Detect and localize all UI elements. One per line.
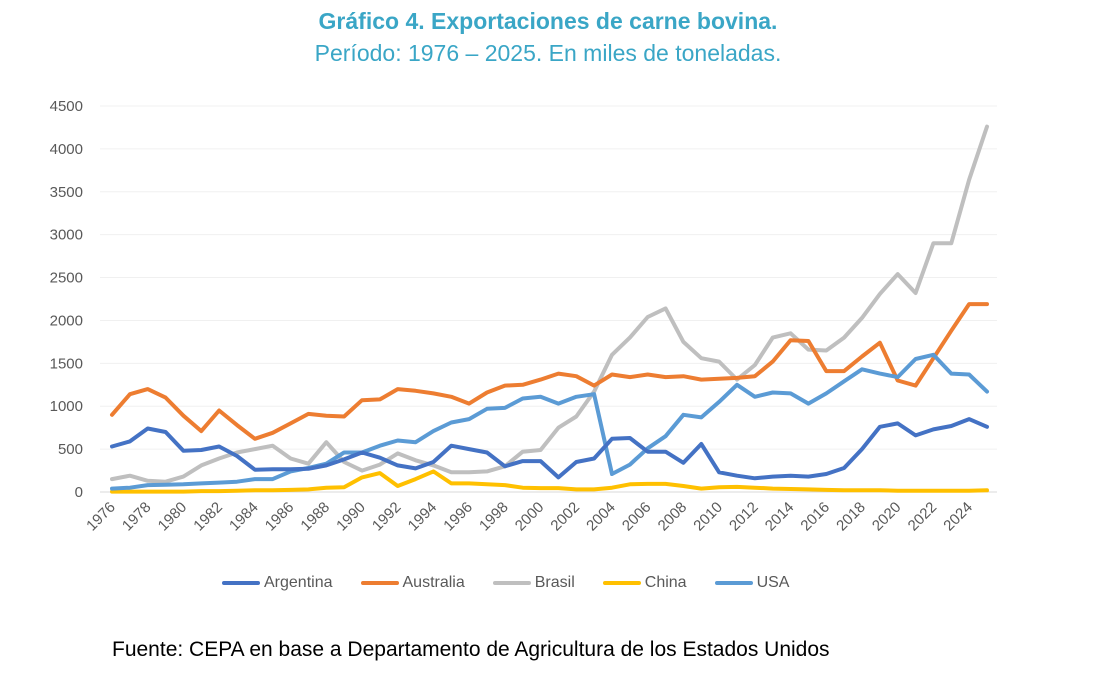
x-tick-label: 1986 <box>262 499 298 535</box>
x-tick-label: 2002 <box>547 499 583 535</box>
y-tick-label: 500 <box>58 441 83 458</box>
legend-label: China <box>644 574 687 591</box>
y-tick-label: 2500 <box>50 270 83 287</box>
legend-swatch <box>360 581 399 585</box>
x-tick-label: 2016 <box>797 499 833 535</box>
legend-swatch <box>222 581 260 585</box>
x-tick-label: 2010 <box>690 499 726 535</box>
y-tick-label: 3500 <box>50 184 83 201</box>
x-tick-label: 1980 <box>155 499 191 535</box>
x-tick-label: 2022 <box>905 499 941 535</box>
y-tick-label: 2000 <box>50 312 83 329</box>
y-tick-label: 3000 <box>50 227 83 244</box>
x-tick-label: 2004 <box>583 499 619 535</box>
legend-swatch <box>602 581 641 585</box>
series-line-usa <box>110 352 989 491</box>
x-tick-label: 1990 <box>333 499 369 535</box>
x-tick-label: 2014 <box>762 499 798 535</box>
legend-swatch <box>714 581 753 585</box>
x-tick-label: 2020 <box>869 499 905 535</box>
x-tick-label: 1992 <box>369 499 405 535</box>
y-tick-label: 1500 <box>50 355 83 372</box>
series-line-argentina <box>110 417 989 481</box>
x-tick-label: 2018 <box>833 499 869 535</box>
x-tick-label: 1976 <box>83 499 119 535</box>
series-line-brasil <box>110 124 989 484</box>
chart-subtitle: Período: 1976 – 2025. En miles de tonela… <box>314 40 782 66</box>
series-line-australia <box>110 302 989 441</box>
y-tick-label: 4000 <box>50 141 83 158</box>
x-tick-label: 2012 <box>726 499 762 535</box>
legend-label: USA <box>756 574 790 591</box>
legend-item-china: China <box>602 574 687 592</box>
series-line-china <box>110 469 989 494</box>
legend: Argentina Australia Brasil China USA <box>222 574 817 592</box>
x-tick-label: 1978 <box>119 499 155 535</box>
legend-item-argentina: Argentina <box>222 574 333 592</box>
y-tick-label: 0 <box>75 484 83 501</box>
x-tick-label: 1996 <box>440 499 476 535</box>
x-tick-label: 2008 <box>655 499 691 535</box>
x-tick-label: 1982 <box>190 499 226 535</box>
y-tick-label: 4500 <box>50 98 83 115</box>
chart-title: Gráfico 4. Exportaciones de carne bovina… <box>318 8 778 34</box>
legend-item-brasil: Brasil <box>492 574 575 592</box>
legend-item-usa: USA <box>714 574 790 592</box>
source-note: Fuente: CEPA en base a Departamento de A… <box>112 638 830 661</box>
legend-label: Argentina <box>264 574 333 591</box>
x-tick-label: 1988 <box>297 499 333 535</box>
legend-swatch <box>492 581 531 585</box>
x-tick-label: 2000 <box>512 499 548 535</box>
x-tick-label: 1998 <box>476 499 512 535</box>
x-tick-label: 2024 <box>940 499 976 535</box>
x-tick-label: 1994 <box>405 499 441 535</box>
x-tick-label: 1984 <box>226 499 262 535</box>
y-tick-label: 1000 <box>50 398 83 415</box>
legend-label: Australia <box>402 574 465 591</box>
x-tick-label: 2006 <box>619 499 655 535</box>
legend-item-australia: Australia <box>360 574 465 592</box>
legend-label: Brasil <box>534 574 575 591</box>
